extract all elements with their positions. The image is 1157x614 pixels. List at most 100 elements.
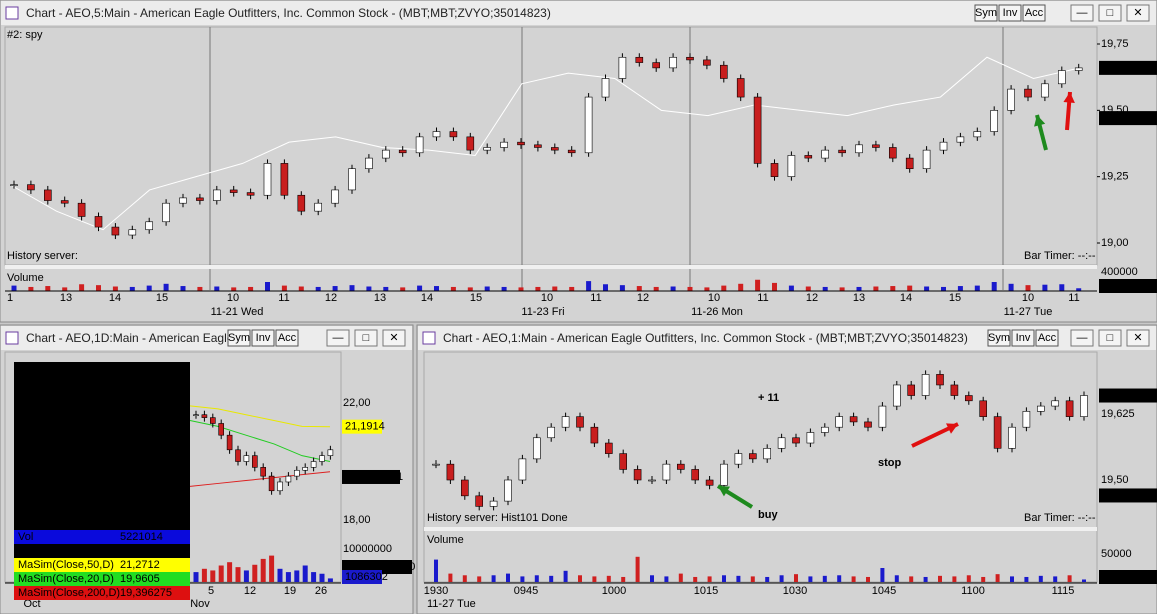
volume-bar bbox=[839, 287, 845, 291]
window-max-button[interactable] bbox=[1098, 4, 1122, 22]
volume-bar bbox=[1025, 285, 1031, 291]
candle bbox=[576, 416, 584, 428]
volume-last-box bbox=[342, 570, 382, 584]
candle bbox=[398, 149, 407, 154]
volume-bar bbox=[146, 285, 152, 291]
candle bbox=[162, 202, 170, 223]
candle bbox=[821, 149, 830, 159]
volume-label: Volume bbox=[427, 534, 464, 546]
x-tick-label: 11 bbox=[278, 292, 289, 304]
buy-annotation: buy bbox=[758, 509, 778, 521]
candle bbox=[280, 163, 289, 196]
last-price: 19,66 bbox=[1102, 62, 1130, 74]
buy-arrow-head bbox=[718, 486, 730, 497]
toolbar-button[interactable] bbox=[998, 4, 1022, 22]
window-close-button[interactable] bbox=[1126, 4, 1150, 22]
candle bbox=[310, 461, 317, 468]
toolbar-button[interactable] bbox=[974, 4, 998, 22]
volume-bar bbox=[736, 575, 741, 582]
info-row bbox=[14, 446, 190, 460]
toolbar-button[interactable] bbox=[227, 329, 251, 347]
volume-bar bbox=[277, 568, 283, 582]
volume-bar bbox=[180, 286, 186, 291]
candle bbox=[327, 449, 334, 456]
volume-bar bbox=[112, 286, 118, 291]
cursor-price-box bbox=[1099, 111, 1157, 126]
window-close-icon: ✕ bbox=[1133, 7, 1142, 19]
window-close-button[interactable] bbox=[1126, 329, 1150, 347]
volume-bar bbox=[578, 575, 582, 582]
candle bbox=[179, 197, 187, 204]
volume-bar bbox=[501, 286, 507, 291]
overlay-label: #2: spy bbox=[7, 29, 43, 41]
history-status: History server: bbox=[7, 250, 78, 262]
toolbar-button[interactable] bbox=[1011, 329, 1035, 347]
candle bbox=[719, 64, 728, 79]
toolbar-button[interactable] bbox=[275, 329, 299, 347]
volume-bar bbox=[477, 576, 482, 582]
candle bbox=[550, 147, 559, 151]
candle bbox=[921, 374, 930, 396]
x-tick-label: 1930 bbox=[424, 585, 448, 597]
volume-bar bbox=[952, 576, 957, 582]
candle bbox=[964, 395, 973, 402]
window-min-button[interactable] bbox=[1070, 4, 1094, 22]
window-max-button[interactable] bbox=[1098, 329, 1122, 347]
window-min-button[interactable] bbox=[326, 329, 350, 347]
toolbar-button-label: Inv bbox=[1003, 7, 1018, 19]
toolbar-button[interactable] bbox=[987, 329, 1011, 347]
info-value: 20,44 bbox=[120, 363, 148, 375]
info-value: EST bbox=[120, 419, 142, 431]
info-row bbox=[14, 460, 190, 474]
volume-bar bbox=[62, 287, 68, 291]
toolbar-button[interactable] bbox=[1035, 329, 1059, 347]
candle bbox=[590, 426, 599, 444]
candle bbox=[285, 475, 292, 483]
volume-bar bbox=[243, 570, 249, 582]
toolbar-button[interactable] bbox=[251, 329, 275, 347]
volume-bar bbox=[285, 572, 291, 582]
window-title: Chart - AEO,1D:Main - American Eagle bbox=[26, 331, 234, 345]
volume-bar bbox=[866, 576, 870, 582]
window-max-button[interactable] bbox=[354, 329, 378, 347]
info-value: 19,72 bbox=[120, 447, 148, 459]
gain-annotation: + 11 bbox=[758, 392, 779, 404]
volume-bar bbox=[957, 286, 963, 291]
candle bbox=[243, 455, 250, 462]
candle bbox=[111, 226, 120, 236]
volume-bar bbox=[894, 575, 899, 582]
info-value: 19,396275 bbox=[120, 587, 172, 599]
x-tick-label: 5 bbox=[208, 585, 214, 597]
volume-bar bbox=[1076, 288, 1082, 291]
candle bbox=[201, 414, 208, 418]
info-label: Price bbox=[18, 363, 43, 375]
volume-bar bbox=[1042, 284, 1048, 291]
volume-bar bbox=[96, 285, 101, 291]
volume-bar bbox=[765, 576, 770, 582]
cursor-price-box bbox=[342, 469, 400, 484]
candle bbox=[1024, 88, 1032, 98]
info-label: Low bbox=[18, 461, 38, 473]
volume-bar bbox=[636, 286, 642, 291]
x-tick-label: 13 bbox=[853, 292, 865, 304]
window-max-icon: □ bbox=[363, 332, 370, 344]
window-close-button[interactable] bbox=[382, 329, 406, 347]
toolbar-button[interactable] bbox=[1022, 4, 1046, 22]
volume-bar bbox=[45, 286, 51, 291]
candle bbox=[652, 62, 661, 69]
volume-bar bbox=[535, 286, 541, 291]
candle bbox=[504, 479, 512, 502]
volume-bar bbox=[235, 567, 241, 582]
volume-bar bbox=[941, 286, 946, 291]
candle bbox=[517, 141, 525, 146]
window-min-icon: — bbox=[333, 332, 344, 344]
volume-bar bbox=[772, 282, 777, 291]
volume-last-box bbox=[1099, 570, 1157, 584]
window-min-button[interactable] bbox=[1070, 329, 1094, 347]
x-tick-label: 13 bbox=[60, 292, 72, 304]
candle bbox=[314, 202, 323, 212]
info-row bbox=[14, 488, 190, 502]
candle bbox=[348, 168, 356, 191]
